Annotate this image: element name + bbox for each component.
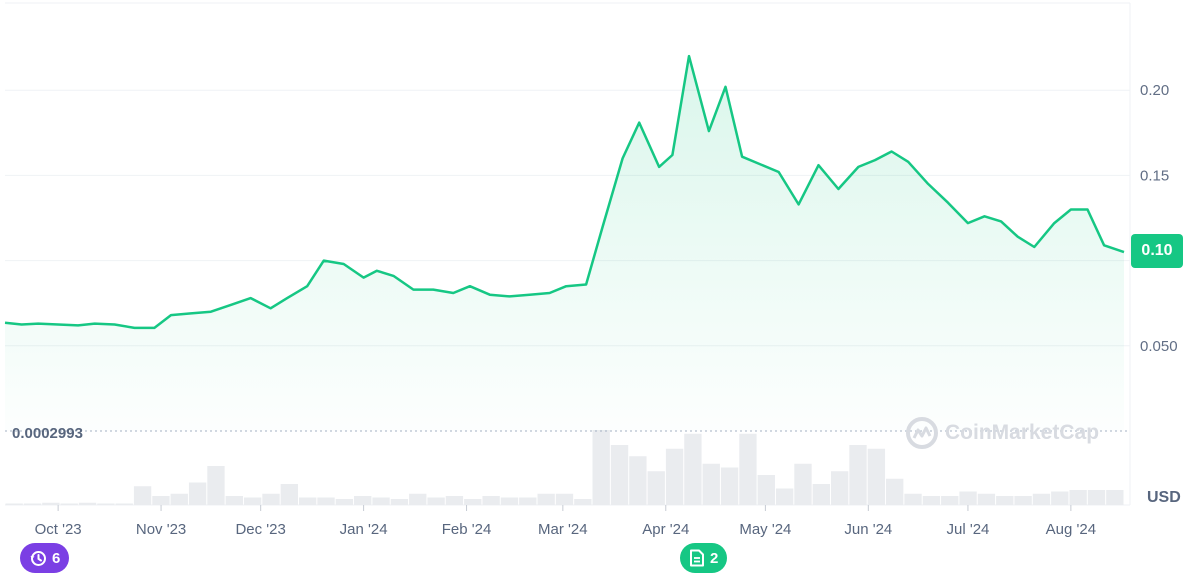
coinmarketcap-watermark: CoinMarketCap (905, 416, 1099, 450)
volume-bar (60, 503, 78, 505)
volume-bar (427, 497, 445, 505)
volume-bar (280, 484, 299, 505)
volume-bar (665, 448, 684, 505)
volume-bar (97, 503, 115, 505)
volume-bar (464, 499, 482, 505)
x-tick-label: Dec '23 (235, 521, 285, 538)
events-badge[interactable]: 6 (20, 543, 70, 573)
volume-bar (372, 497, 390, 505)
document-icon (690, 549, 704, 567)
volume-bar (977, 493, 996, 505)
volume-bar (1032, 493, 1051, 505)
volume-bar (115, 503, 133, 505)
x-tick-label: Aug '24 (1046, 521, 1096, 538)
volume-bar (23, 503, 42, 505)
volume-bar (170, 493, 188, 505)
volume-bar (592, 430, 610, 505)
volume-bar (390, 499, 409, 505)
volume-bar (1087, 490, 1106, 505)
volume-bar (78, 502, 97, 505)
x-tick-label: Jul '24 (946, 521, 989, 538)
notes-count: 2 (710, 549, 719, 567)
volume-bar (830, 471, 849, 505)
volume-bar (996, 496, 1014, 505)
volume-bar (794, 463, 812, 505)
volume-bar (684, 433, 702, 505)
volume-bar (225, 496, 243, 505)
volume-bar (647, 471, 665, 505)
coinmarketcap-logo-icon (906, 417, 938, 449)
volume-bar (207, 466, 225, 505)
volume-bar (941, 496, 959, 505)
volume-bar (867, 448, 886, 505)
volume-bar (299, 497, 317, 505)
x-tick-label: May '24 (739, 521, 791, 538)
y-tick-label: 0.15 (1140, 167, 1169, 184)
volume-bar (335, 499, 354, 505)
volume-bar (959, 491, 977, 505)
volume-bar (445, 496, 464, 505)
volume-bar (1014, 496, 1032, 505)
y-tick-label: 0.20 (1140, 82, 1169, 99)
volume-bar (739, 433, 757, 505)
volume-bar (775, 488, 794, 505)
volume-bar (133, 486, 152, 505)
x-tick-label: Mar '24 (538, 521, 588, 538)
current-price-tag: 0.10 (1131, 234, 1183, 268)
currency-label: USD (1147, 489, 1181, 506)
x-tick-label: Apr '24 (642, 521, 689, 538)
y-tick-label: 0.050 (1140, 338, 1178, 355)
x-tick-label: Nov '23 (136, 521, 186, 538)
volume-bar (500, 497, 519, 505)
volume-bar (262, 493, 280, 505)
volume-bar (720, 467, 739, 505)
events-count: 6 (52, 549, 61, 567)
volume-bar (849, 445, 867, 505)
price-line[interactable] (4, 54, 1125, 330)
x-axis-ticks: Oct '23 Nov '23 Dec '23 Jan '24 Feb '24 Mar '… (35, 505, 1096, 538)
volume-bar (904, 493, 922, 505)
volume-bar (243, 497, 262, 505)
volume-bar (574, 499, 592, 505)
volume-bar (757, 475, 775, 505)
volume-bar (702, 463, 720, 505)
volume-bar (188, 482, 207, 505)
volume-bar (1106, 490, 1124, 505)
volume-bar (42, 502, 60, 505)
volume-bar (482, 496, 500, 505)
volume-bar (519, 497, 537, 505)
volume-bar (812, 484, 830, 505)
volume-bar (1069, 490, 1087, 505)
watermark-text: CoinMarketCap (945, 421, 1100, 444)
price-area (5, 56, 1124, 431)
volume-bar (922, 496, 941, 505)
notes-badge[interactable]: 2 (680, 543, 728, 573)
volume-bar (5, 503, 23, 505)
x-tick-label: Jan '24 (340, 521, 388, 538)
volume-bar (629, 456, 647, 505)
volume-bar (1051, 491, 1069, 505)
volume-bar (555, 493, 574, 505)
volume-bar (409, 493, 427, 505)
volume-bars (5, 430, 1124, 505)
volume-bar (610, 445, 629, 505)
volume-bar (886, 478, 904, 505)
x-tick-label: Feb '24 (442, 521, 492, 538)
volume-bar (537, 493, 555, 505)
history-icon (30, 551, 46, 566)
x-tick-label: Jun '24 (844, 521, 892, 538)
volume-bar (152, 496, 170, 505)
x-tick-label: Oct '23 (35, 521, 82, 538)
all-time-low-label: 0.0002993 (12, 425, 83, 442)
volume-bar (317, 497, 335, 505)
volume-bar (354, 496, 372, 505)
